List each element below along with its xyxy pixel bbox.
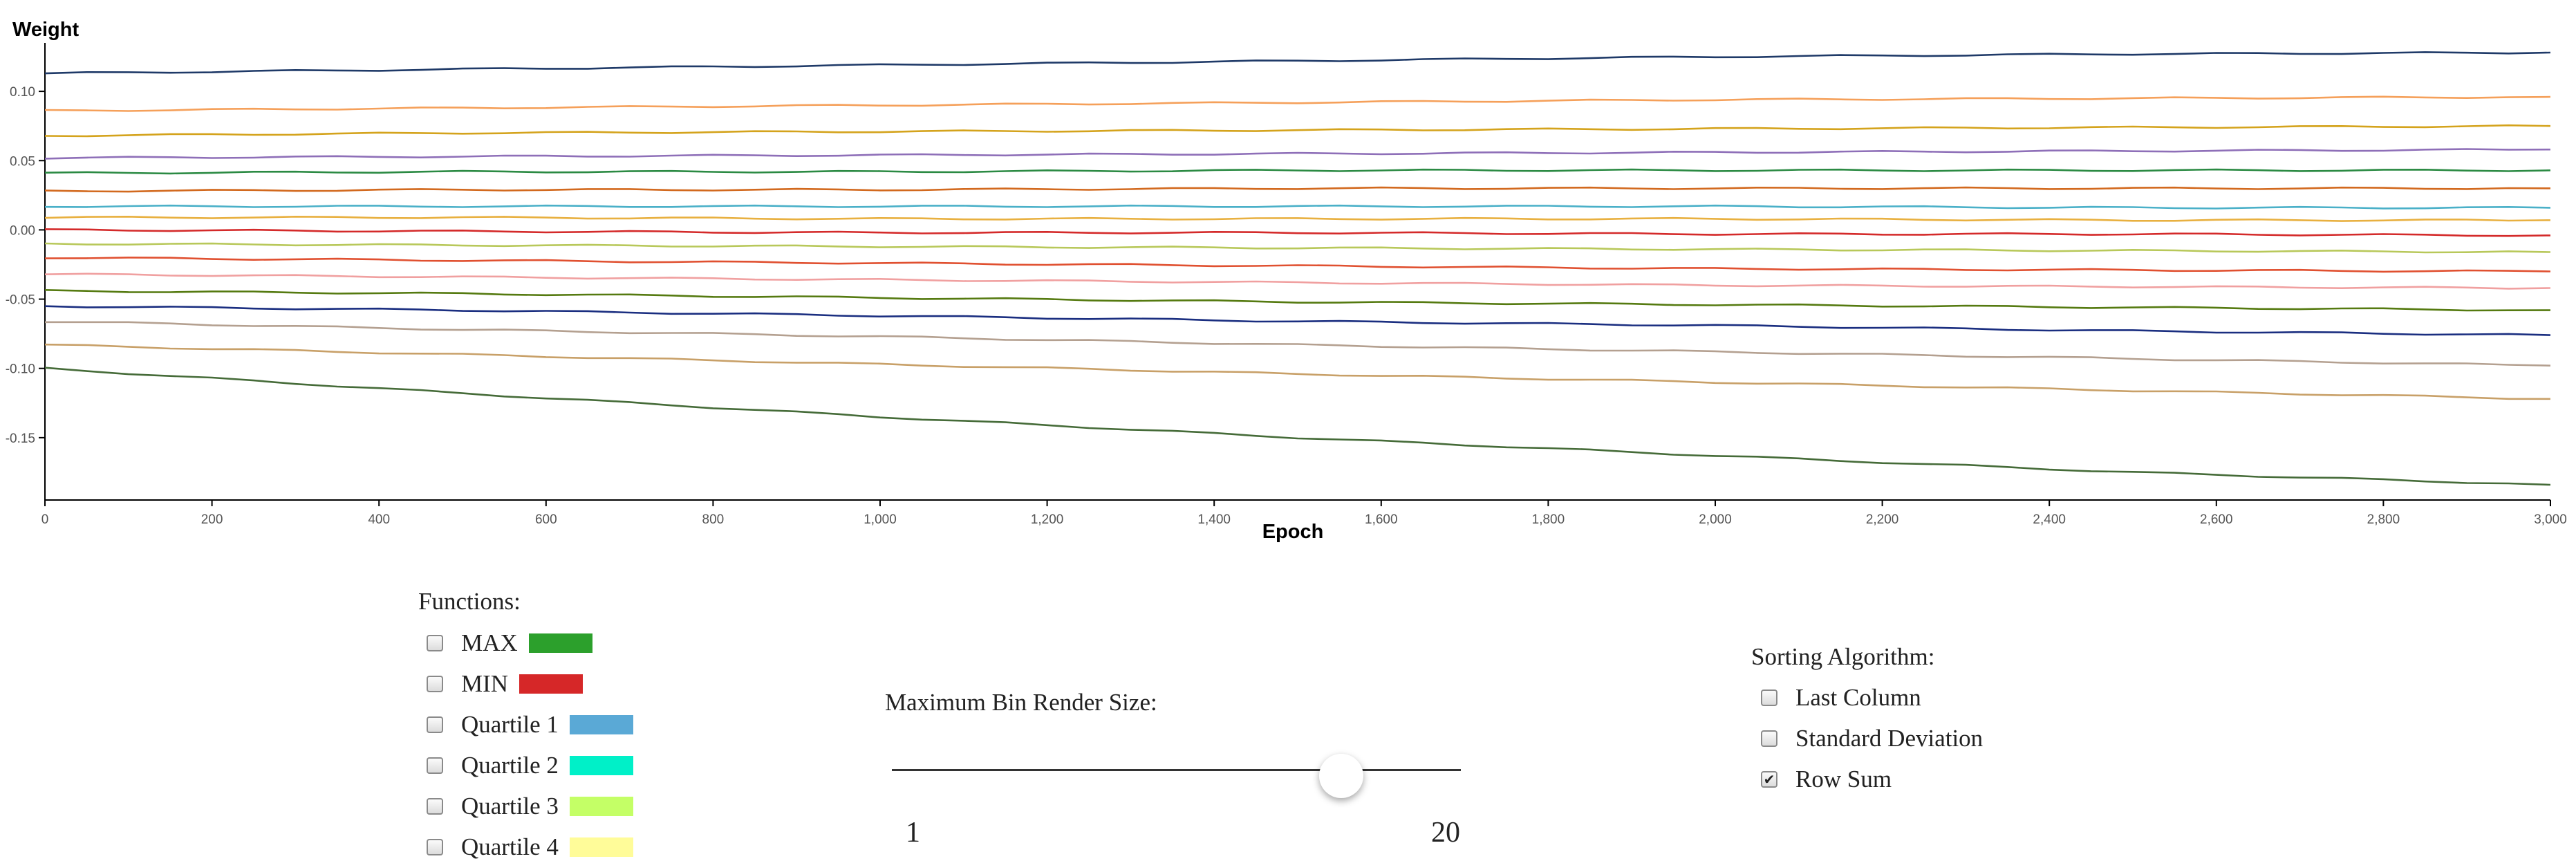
quartile-2-checkbox[interactable]: [427, 757, 443, 774]
function-item-quartile-1[interactable]: Quartile 1: [427, 711, 633, 739]
y-axis-title: Weight: [12, 19, 79, 41]
x-tick-label: 3,000: [2534, 512, 2567, 527]
min-color-swatch: [519, 674, 584, 694]
x-axis-title: Epoch: [1262, 521, 1324, 543]
weight-line-chart: 0 200 400 600 800 1,000 1,200 1,400 1,600 1,800 2,…: [6, 19, 2567, 543]
series-line-5: [44, 168, 2551, 175]
bin-render-max-label: 20: [1431, 817, 1460, 849]
row-sum-label: Row Sum: [1795, 766, 1892, 793]
x-tick-label: 400: [368, 512, 390, 527]
min-checkbox[interactable]: [427, 676, 443, 692]
functions-title: Functions:: [418, 588, 521, 615]
y-axis-ticks: 0.10 0.05 0.00 -0.05 -0.10 -0.15: [6, 85, 45, 446]
x-tick-label: 2,400: [2033, 512, 2066, 527]
series-line-9: [44, 228, 2551, 237]
quartile-2-color-swatch: [569, 756, 633, 775]
series-line-17: [44, 367, 2551, 486]
bin-render-min-label: 1: [906, 817, 920, 849]
y-tick-label: -0.05: [6, 293, 35, 308]
series-line-1: [44, 51, 2551, 75]
quartile-4-label: Quartile 4: [461, 833, 559, 860]
quartile-2-label: Quartile 2: [461, 752, 559, 779]
y-tick-label: 0.05: [10, 154, 35, 169]
sort-option-last-column[interactable]: Last Column: [1761, 684, 1921, 712]
last-column-label: Last Column: [1795, 684, 1921, 711]
function-item-quartile-3[interactable]: Quartile 3: [427, 793, 633, 820]
function-item-quartile-4[interactable]: Quartile 4: [427, 833, 633, 861]
weight-chart: 0 200 400 600 800 1,000 1,200 1,400 1,600 1,800 2,…: [6, 19, 2567, 543]
min-label: MIN: [461, 670, 509, 697]
series-line-7: [44, 204, 2551, 210]
x-tick-label: 1,200: [1031, 512, 1064, 527]
row-sum-checkbox[interactable]: ✔: [1761, 771, 1777, 788]
x-tick-label: 600: [535, 512, 557, 527]
series-line-16: [44, 343, 2550, 400]
quartile-1-checkbox[interactable]: [427, 716, 443, 733]
quartile-4-checkbox[interactable]: [427, 839, 443, 855]
series-line-15: [45, 321, 2551, 367]
series-line-3: [44, 124, 2551, 138]
x-tick-label: 2,200: [1866, 512, 1899, 527]
x-tick-label: 2,800: [2367, 512, 2400, 527]
sort-option-row-sum[interactable]: ✔ Row Sum: [1761, 766, 1892, 793]
function-item-quartile-2[interactable]: Quartile 2: [427, 752, 633, 779]
series-line-12: [44, 272, 2551, 290]
series-line-2: [44, 95, 2551, 112]
bin-render-slider-track[interactable]: [892, 769, 1461, 771]
x-tick-label: 1,000: [864, 512, 897, 527]
x-tick-label: 2,000: [1699, 512, 1732, 527]
series-line-6: [44, 186, 2551, 193]
x-tick-label: 1,800: [1532, 512, 1565, 527]
series-line-11: [44, 257, 2551, 273]
series-line-14: [44, 305, 2551, 336]
x-tick-label: 1,600: [1365, 512, 1398, 527]
max-checkbox[interactable]: [427, 635, 443, 651]
function-item-max[interactable]: MAX: [427, 629, 592, 657]
x-tick-label: 2,600: [2200, 512, 2233, 527]
x-axis-ticks: 0 200 400 600 800 1,000 1,200 1,400 1,600 1,800 2,…: [41, 500, 2567, 527]
y-tick-label: 0.10: [10, 85, 35, 100]
quartile-1-label: Quartile 1: [461, 711, 559, 738]
function-item-min[interactable]: MIN: [427, 670, 584, 698]
quartile-1-color-swatch: [569, 715, 633, 734]
bin-render-title: Maximum Bin Render Size:: [885, 689, 1157, 716]
x-tick-label: 800: [702, 512, 725, 527]
standard-deviation-label: Standard Deviation: [1795, 725, 1984, 752]
series-line-4: [44, 148, 2551, 160]
sort-option-standard-deviation[interactable]: Standard Deviation: [1761, 725, 1983, 752]
series-line-8: [44, 215, 2551, 222]
quartile-4-color-swatch: [569, 837, 633, 857]
sorting-title: Sorting Algorithm:: [1751, 643, 1935, 670]
y-tick-label: -0.10: [6, 362, 35, 377]
x-tick-label: 200: [201, 512, 223, 527]
y-tick-label: 0.00: [10, 223, 35, 238]
quartile-3-checkbox[interactable]: [427, 798, 443, 815]
quartile-3-color-swatch: [569, 797, 633, 816]
y-tick-label: -0.15: [6, 432, 35, 446]
series-line-13: [44, 289, 2551, 312]
series-line-10: [44, 242, 2551, 254]
series-lines: [44, 51, 2551, 486]
max-color-swatch: [528, 633, 592, 653]
last-column-checkbox[interactable]: [1761, 689, 1777, 706]
quartile-3-label: Quartile 3: [461, 793, 559, 820]
x-tick-label: 1,400: [1197, 512, 1231, 527]
bin-render-slider-thumb[interactable]: [1318, 754, 1363, 798]
standard-deviation-checkbox[interactable]: [1761, 730, 1777, 747]
max-label: MAX: [461, 629, 518, 656]
x-tick-label: 0: [41, 512, 49, 527]
